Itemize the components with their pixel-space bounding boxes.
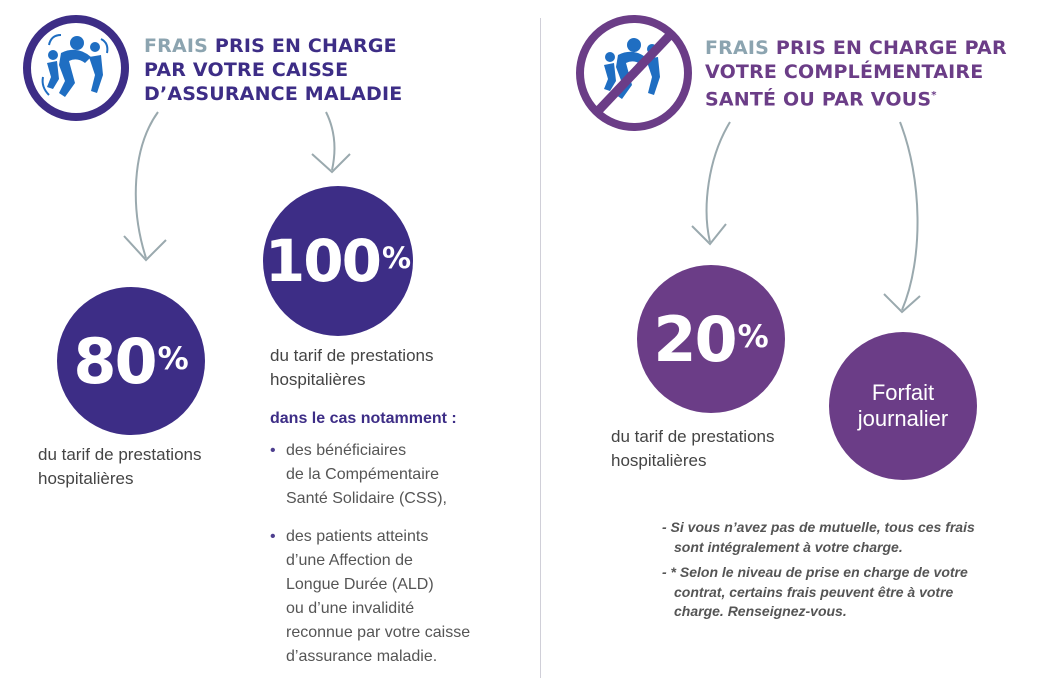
bullet-2-line: d’assurance maladie. xyxy=(286,648,438,665)
percent-80-unit: % xyxy=(157,340,189,377)
curved-arrow-icon xyxy=(311,111,351,174)
bullet-1-line: de la Compémentaire xyxy=(286,466,439,483)
bullet-1-line: Santé Solidaire (CSS), xyxy=(286,490,447,507)
bullet-2-line: reconnue par votre caisse xyxy=(286,624,471,641)
note-1: - Si vous n’avez pas de mutuelle, tous c… xyxy=(662,519,975,555)
desc-80-line1: du tarif de prestations xyxy=(38,445,202,464)
notes: - Si vous n’avez pas de mutuelle, tous c… xyxy=(662,518,992,628)
bullet-list: des bénéficiaires de la Compémentaire Sa… xyxy=(270,439,520,683)
no-assurance-maladie-logo xyxy=(576,15,692,131)
right-title-line2: VOTRE COMPLÉMENTAIRE xyxy=(705,61,984,83)
percent-20-unit: % xyxy=(737,318,769,355)
desc-100-line2: hospitalières xyxy=(270,370,366,389)
desc-20-line1: du tarif de prestations xyxy=(611,427,775,446)
left-title-line1: PRIS EN CHARGE xyxy=(208,35,397,57)
assurance-maladie-logo xyxy=(23,15,129,121)
right-title-line1: PRIS EN CHARGE PAR xyxy=(769,37,1007,59)
note-2: - * Selon le niveau de prise en charge d… xyxy=(662,564,968,619)
left-title-frais: FRAIS xyxy=(144,35,209,57)
curved-arrow-icon xyxy=(691,121,731,246)
right-title: FRAIS PRIS EN CHARGE PAR VOTRE COMPLÉMEN… xyxy=(705,36,1035,111)
left-title: FRAIS PRIS EN CHARGE PAR VOTRE CAISSE D’… xyxy=(144,34,444,106)
desc-100: du tarif de prestations hospitalières xyxy=(270,344,490,392)
bullet-2-line: ou d’une invalidité xyxy=(286,600,415,617)
desc-80-line2: hospitalières xyxy=(38,469,134,488)
left-title-line3: D’ASSURANCE MALADIE xyxy=(144,83,403,105)
bullet-2-line: d’une Affection de xyxy=(286,552,413,569)
forfait-line1: Forfait xyxy=(871,380,935,405)
list-item: des patients atteints d’une Affection de… xyxy=(270,525,520,669)
column-divider xyxy=(540,18,541,678)
forfait-line2: journalier xyxy=(857,406,949,431)
desc-100-line1: du tarif de prestations xyxy=(270,346,434,365)
percent-100-value: 100 xyxy=(264,227,382,295)
right-title-frais: FRAIS xyxy=(705,37,770,59)
percent-20-value: 20 xyxy=(653,302,737,376)
left-title-line2: PAR VOTRE CAISSE xyxy=(144,59,349,81)
bullet-2-line: Longue Durée (ALD) xyxy=(286,576,434,593)
percent-100-circle: 100% xyxy=(263,186,413,336)
sub-heading: dans le cas notamment : xyxy=(270,410,457,427)
percent-80-circle: 80% xyxy=(57,287,205,435)
curved-arrow-icon xyxy=(883,121,921,314)
desc-20-line2: hospitalières xyxy=(611,451,707,470)
right-title-asterisk: * xyxy=(931,90,937,101)
percent-100-unit: % xyxy=(382,240,412,275)
curved-arrow-icon xyxy=(123,111,167,262)
bullet-1-line: des bénéficiaires xyxy=(286,442,407,459)
desc-80: du tarif de prestations hospitalières xyxy=(38,443,258,491)
bullet-2-line: des patients atteints xyxy=(286,528,429,545)
desc-20: du tarif de prestations hospitalières xyxy=(611,425,831,473)
right-title-line3: SANTÉ OU PAR VOUS xyxy=(705,88,932,111)
forfait-journalier-circle: Forfait journalier xyxy=(829,332,977,480)
list-item: des bénéficiaires de la Compémentaire Sa… xyxy=(270,439,520,511)
percent-20-circle: 20% xyxy=(637,265,785,413)
percent-80-value: 80 xyxy=(73,324,157,398)
